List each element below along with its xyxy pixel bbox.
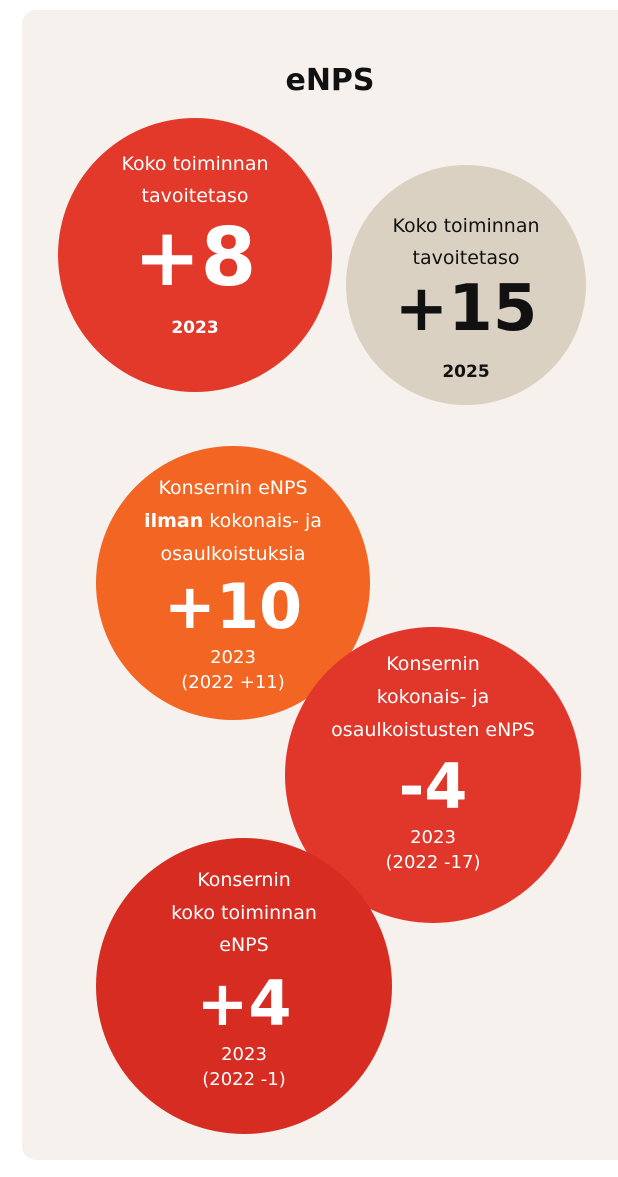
circle-label: koko toiminnan <box>171 902 317 924</box>
circle-year: 2023 <box>171 318 218 338</box>
circle <box>58 118 332 392</box>
circle-value: +8 <box>134 211 257 304</box>
circle-year: 2023 <box>210 647 256 668</box>
circle-label: Konsernin <box>197 869 291 891</box>
title: eNPS <box>285 63 374 98</box>
circle-label: Koko toiminnan <box>392 215 539 237</box>
circle-value: +4 <box>196 967 291 1040</box>
circle-label: Konsernin eNPS <box>158 477 307 499</box>
circle <box>285 627 581 923</box>
circle <box>346 165 586 405</box>
circle-label: Koko toiminnan <box>121 153 268 175</box>
circle-value: +10 <box>164 570 302 643</box>
circle <box>96 446 370 720</box>
circle-label: Konsernin <box>386 653 480 675</box>
circle-label: osaulkoistuksia <box>161 543 306 565</box>
circle-value: -4 <box>399 750 468 823</box>
circle-note: (2022 +11) <box>181 672 285 693</box>
circle-note: (2022 -17) <box>386 852 481 873</box>
circle <box>96 838 392 1134</box>
circle-label: kokonais- ja <box>377 686 490 708</box>
circle-label: tavoitetaso <box>142 185 249 207</box>
circle-label: eNPS <box>219 934 268 956</box>
circle-label: osaulkoistusten eNPS <box>331 719 535 741</box>
label-rest: kokonais- ja <box>209 510 322 532</box>
circle-year: 2025 <box>442 362 489 382</box>
circle-value: +15 <box>395 272 538 346</box>
circle-year: 2023 <box>410 827 456 848</box>
circle-label: ilman kokonais- ja <box>144 510 322 532</box>
circle-note: (2022 -1) <box>202 1069 286 1090</box>
bold-word: ilman <box>144 510 203 532</box>
circle-label: tavoitetaso <box>413 247 520 269</box>
circle-year: 2023 <box>221 1044 267 1065</box>
